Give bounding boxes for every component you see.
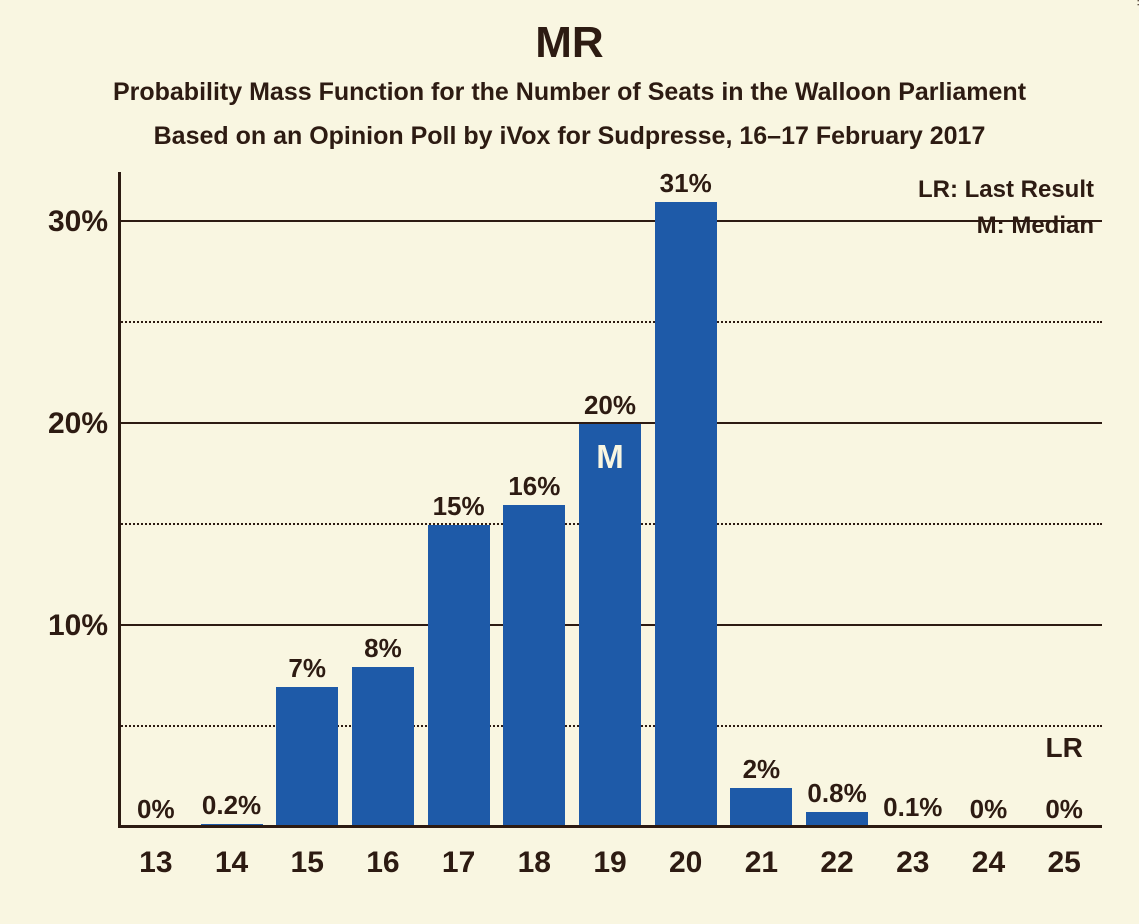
bar xyxy=(428,525,490,828)
gridline-major xyxy=(118,220,1102,222)
bar xyxy=(276,687,338,828)
x-tick-label: 24 xyxy=(972,846,1005,880)
x-tick-label: 25 xyxy=(1047,846,1080,880)
y-axis xyxy=(118,172,121,828)
bar-value-label: 0.8% xyxy=(807,778,866,809)
plot-area xyxy=(118,172,1102,828)
bar-value-label: 8% xyxy=(364,633,402,664)
x-tick-label: 16 xyxy=(366,846,399,880)
x-tick-label: 13 xyxy=(139,846,172,880)
x-tick-label: 21 xyxy=(745,846,778,880)
bar xyxy=(352,667,414,828)
bar-value-label: 20% xyxy=(584,390,636,421)
chart-subtitle-2: Based on an Opinion Poll by iVox for Sud… xyxy=(0,122,1139,151)
bar-value-label: 15% xyxy=(433,491,485,522)
chart-root: MR Probability Mass Function for the Num… xyxy=(0,0,1139,924)
bar-value-label: 7% xyxy=(288,653,326,684)
bar-value-label: 0% xyxy=(970,794,1008,825)
bar xyxy=(503,505,565,828)
x-tick-label: 18 xyxy=(518,846,551,880)
x-axis xyxy=(118,825,1102,828)
gridline-minor xyxy=(118,321,1102,323)
y-tick-label: 10% xyxy=(48,609,108,643)
x-tick-label: 14 xyxy=(215,846,248,880)
bar-value-label: 0.1% xyxy=(883,792,942,823)
last-result-marker: LR xyxy=(1045,732,1082,764)
bar-value-label: 0% xyxy=(137,794,175,825)
bar xyxy=(579,424,641,828)
chart-title: MR xyxy=(0,18,1139,68)
bar-value-label: 2% xyxy=(743,754,781,785)
x-tick-label: 20 xyxy=(669,846,702,880)
bar-value-label: 0.2% xyxy=(202,790,261,821)
copyright-text: © 2018 Filip van Laenen xyxy=(1134,0,1139,6)
x-tick-label: 19 xyxy=(593,846,626,880)
bar xyxy=(655,202,717,828)
bar xyxy=(730,788,792,828)
x-tick-label: 17 xyxy=(442,846,475,880)
y-tick-label: 30% xyxy=(48,205,108,239)
bar-value-label: 0% xyxy=(1045,794,1083,825)
chart-subtitle-1: Probability Mass Function for the Number… xyxy=(0,78,1139,107)
x-tick-label: 23 xyxy=(896,846,929,880)
x-tick-label: 22 xyxy=(820,846,853,880)
bar-value-label: 16% xyxy=(508,471,560,502)
y-tick-label: 20% xyxy=(48,407,108,441)
median-marker: M xyxy=(596,438,624,476)
bar-value-label: 31% xyxy=(660,168,712,199)
x-tick-label: 15 xyxy=(291,846,324,880)
